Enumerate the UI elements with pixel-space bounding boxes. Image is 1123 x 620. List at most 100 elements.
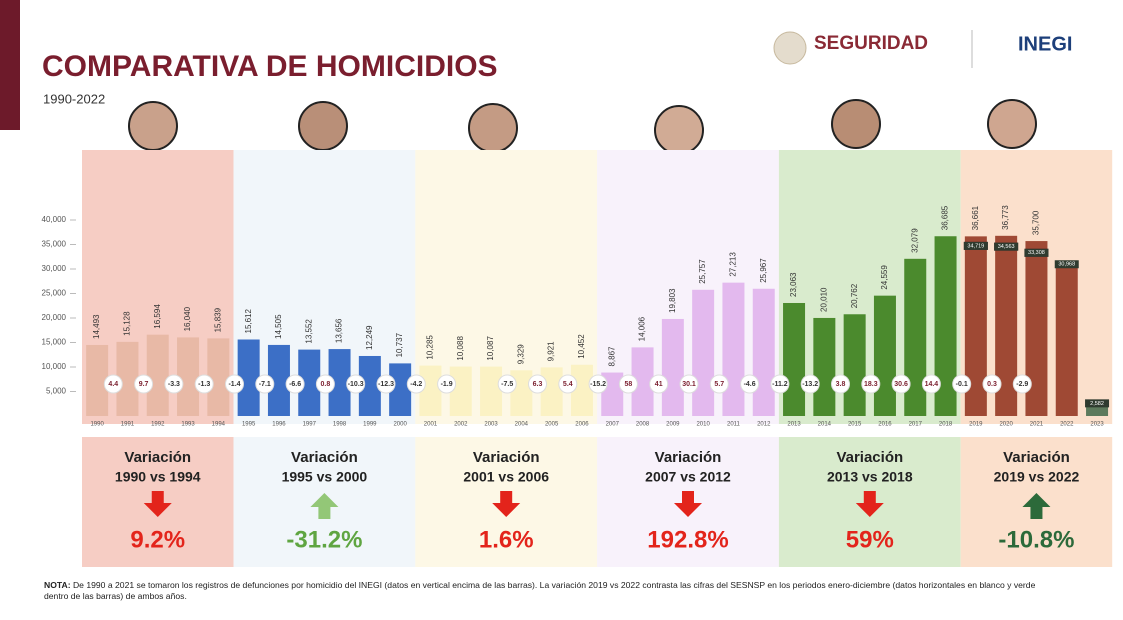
variation-comparison: 2001 vs 2006 bbox=[463, 469, 549, 485]
change-bubble bbox=[709, 374, 729, 394]
x-tick-label: 2013 bbox=[787, 422, 801, 428]
y-tick-label: 40,000 bbox=[42, 215, 67, 224]
x-tick-label: 2020 bbox=[999, 422, 1013, 428]
y-tick-label: 35,000 bbox=[42, 240, 67, 249]
change-label: 30.6 bbox=[894, 381, 908, 388]
value-label: 13,656 bbox=[335, 318, 344, 343]
change-bubble bbox=[346, 374, 366, 394]
x-tick-label: 1998 bbox=[333, 422, 347, 428]
change-label: -1.3 bbox=[198, 381, 210, 388]
value-label: 16,040 bbox=[183, 306, 192, 331]
y-tick-label: 15,000 bbox=[42, 338, 67, 347]
change-label: 9.7 bbox=[139, 381, 149, 388]
variation-comparison: 1990 vs 1994 bbox=[115, 469, 201, 485]
x-tick-label: 1999 bbox=[363, 422, 377, 428]
value-label: 24,559 bbox=[880, 265, 889, 290]
change-bubble bbox=[528, 374, 547, 394]
x-tick-label: 2005 bbox=[545, 422, 559, 428]
x-tick-label: 2014 bbox=[818, 422, 832, 428]
change-bubble bbox=[649, 374, 669, 394]
value-label: 10,088 bbox=[456, 336, 465, 361]
change-label: 58 bbox=[625, 381, 633, 388]
accent-bar bbox=[0, 0, 20, 130]
value-label: 27,213 bbox=[729, 252, 738, 277]
sesnsp-label: 33,308 bbox=[1028, 250, 1045, 256]
change-bubble bbox=[437, 374, 457, 394]
sesnsp-label: 34,719 bbox=[967, 243, 984, 249]
value-label: 14,006 bbox=[638, 316, 647, 341]
change-bubble bbox=[285, 374, 305, 394]
value-label: 25,757 bbox=[698, 259, 707, 284]
x-tick-label: 1992 bbox=[151, 422, 165, 428]
value-label: 10,452 bbox=[577, 334, 586, 359]
value-label: 9,329 bbox=[516, 344, 525, 365]
value-label: 10,737 bbox=[395, 332, 404, 357]
change-label: 30.1 bbox=[682, 381, 696, 388]
change-label: 6.3 bbox=[533, 381, 543, 388]
variation-comparison: 2019 vs 2022 bbox=[994, 469, 1080, 485]
value-label: 36,685 bbox=[941, 205, 950, 230]
bar bbox=[298, 349, 321, 416]
x-tick-label: 2015 bbox=[848, 422, 862, 428]
portrait bbox=[128, 101, 178, 151]
y-tick-label: 30,000 bbox=[42, 264, 67, 273]
variation-value: 59% bbox=[846, 526, 894, 553]
x-tick-label: 2007 bbox=[606, 422, 620, 428]
x-tick-label: 1996 bbox=[272, 422, 286, 428]
change-label: -1.9 bbox=[441, 381, 453, 388]
variation-arrow bbox=[674, 491, 702, 517]
x-tick-label: 2019 bbox=[969, 422, 983, 428]
change-label: 41 bbox=[655, 381, 663, 388]
change-bubble bbox=[134, 374, 154, 394]
change-bubble bbox=[800, 374, 820, 394]
change-label: -6.6 bbox=[289, 381, 301, 388]
value-label: 9,921 bbox=[547, 341, 556, 362]
change-bubble bbox=[315, 374, 335, 394]
change-label: -3.3 bbox=[168, 381, 180, 388]
value-label: 36,661 bbox=[971, 205, 980, 230]
bar bbox=[722, 282, 745, 416]
sesnsp-label-bg bbox=[963, 241, 988, 250]
variation-heading: Variación bbox=[473, 449, 540, 466]
bar bbox=[146, 334, 169, 416]
y-tick-label: 5,000 bbox=[46, 387, 67, 396]
x-tick-label: 2001 bbox=[424, 422, 438, 428]
note-label: NOTA: bbox=[44, 580, 71, 590]
change-bubble bbox=[891, 374, 911, 394]
bar bbox=[813, 317, 836, 416]
variation-arrow bbox=[855, 491, 884, 517]
variation-value: -31.2% bbox=[286, 526, 362, 553]
change-label: -4.6 bbox=[744, 381, 756, 388]
change-bubble bbox=[1012, 374, 1032, 394]
value-label: 15,839 bbox=[213, 307, 222, 332]
x-tick-label: 1994 bbox=[212, 422, 226, 428]
chart-title: COMPARATIVA DE HOMICIDIOS bbox=[42, 50, 498, 83]
portrait bbox=[654, 105, 704, 155]
variation-heading: Variación bbox=[836, 449, 903, 466]
variation-value: 1.6% bbox=[479, 526, 534, 553]
value-label: 35,700 bbox=[1032, 210, 1041, 235]
value-label: 19,803 bbox=[668, 288, 677, 313]
x-tick-label: 2006 bbox=[575, 422, 589, 428]
variation-comparison: 2013 vs 2018 bbox=[827, 469, 913, 485]
change-label: -2.9 bbox=[1016, 381, 1028, 388]
bar bbox=[783, 302, 806, 416]
variation-heading: Variación bbox=[1003, 449, 1070, 466]
bar bbox=[631, 347, 654, 416]
value-label: 32,079 bbox=[910, 228, 919, 253]
bar bbox=[116, 341, 139, 416]
change-bubble bbox=[194, 374, 214, 394]
x-tick-label: 2009 bbox=[666, 422, 680, 428]
value-label: 10,285 bbox=[426, 335, 435, 360]
bar bbox=[389, 363, 412, 416]
change-bubble bbox=[164, 374, 184, 394]
sesnsp-label-bg bbox=[994, 242, 1019, 251]
bar bbox=[904, 258, 927, 416]
change-bubble bbox=[255, 374, 275, 394]
x-tick-label: 1990 bbox=[90, 422, 104, 428]
bar bbox=[177, 337, 200, 416]
variation-value: -10.8% bbox=[998, 526, 1074, 553]
bar bbox=[207, 338, 230, 416]
sesnsp-label-bg bbox=[1085, 399, 1110, 408]
